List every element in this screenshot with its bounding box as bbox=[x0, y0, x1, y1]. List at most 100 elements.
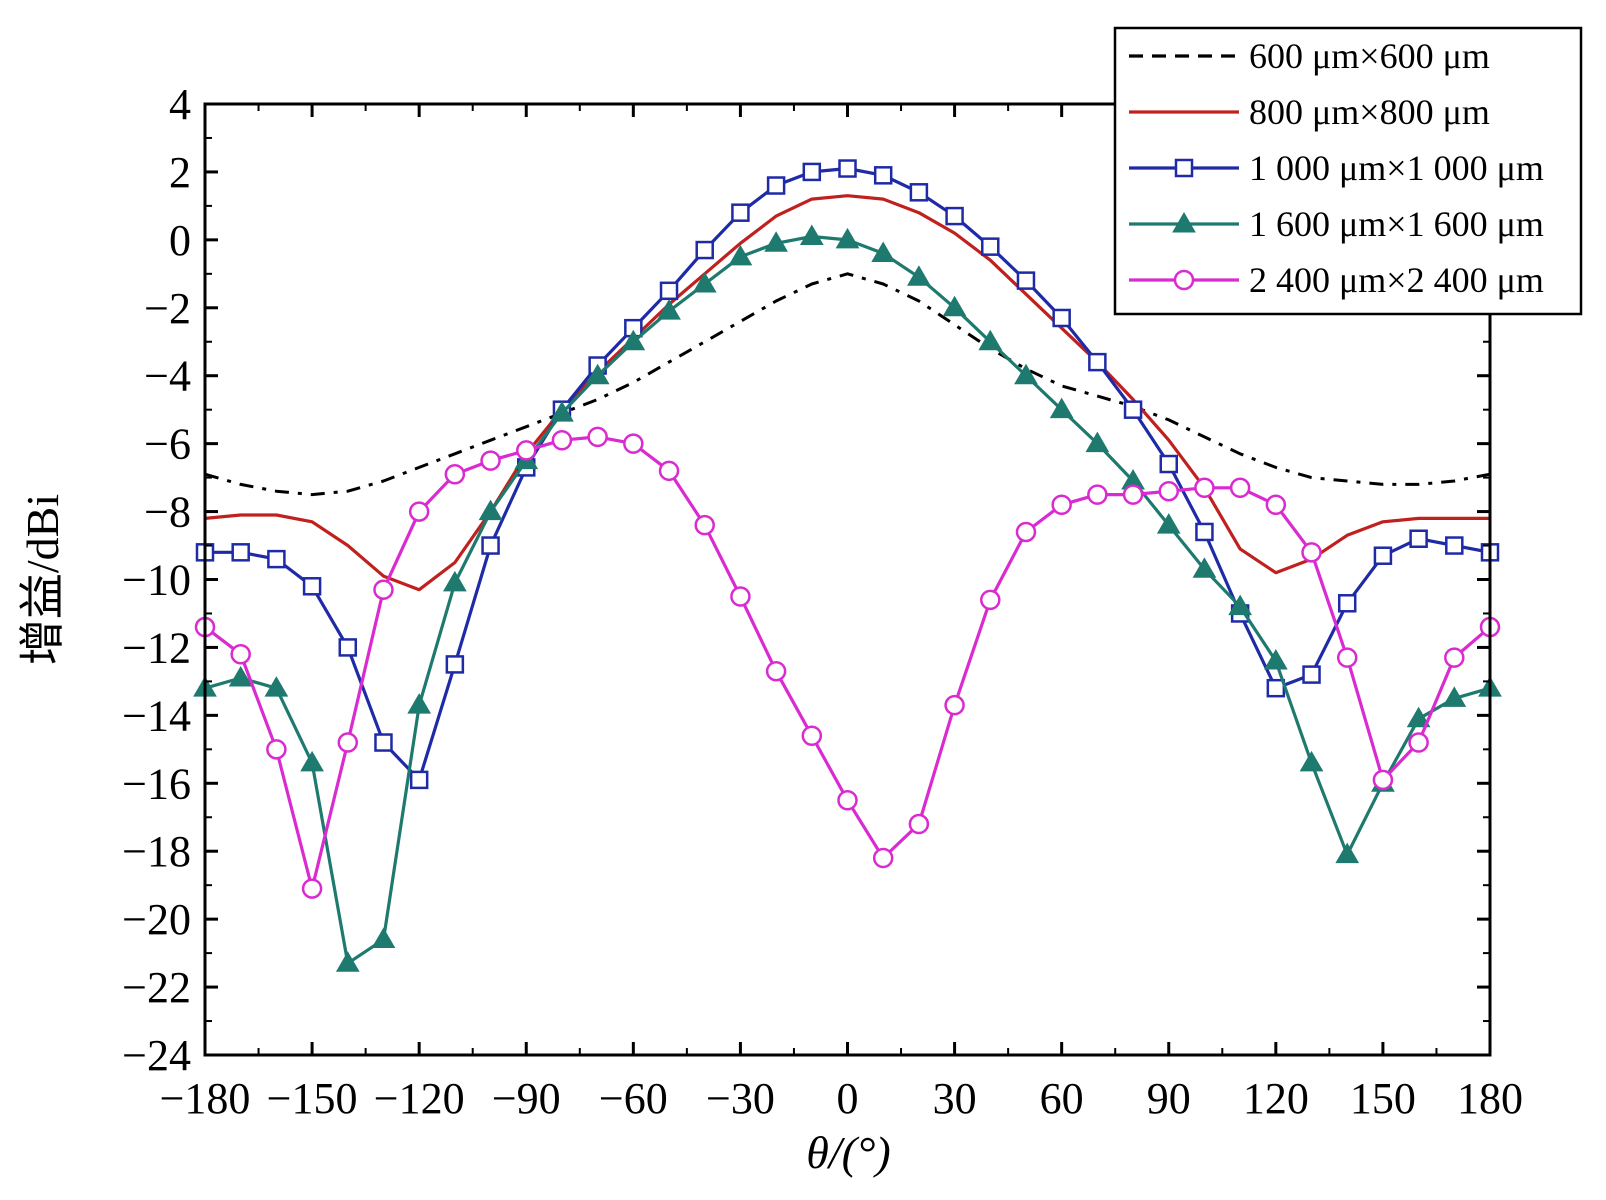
data-point bbox=[1159, 454, 1178, 474]
data-point bbox=[872, 847, 894, 869]
data-point bbox=[337, 732, 359, 753]
data-point bbox=[587, 426, 608, 448]
data-point bbox=[1266, 678, 1286, 698]
data-point bbox=[908, 813, 930, 835]
legend-label-0: 600 μm×600 μm bbox=[1249, 36, 1490, 76]
y-tick-label: 0 bbox=[169, 216, 191, 265]
y-tick-label: −8 bbox=[144, 488, 191, 537]
data-point bbox=[516, 440, 537, 461]
data-point bbox=[907, 265, 931, 286]
data-point bbox=[1051, 494, 1072, 516]
data-point bbox=[371, 927, 396, 949]
data-point bbox=[873, 166, 893, 185]
data-point bbox=[481, 536, 500, 555]
data-point bbox=[1408, 732, 1429, 753]
legend-label-4: 2 400 μm×2 400 μm bbox=[1249, 260, 1544, 300]
data-point bbox=[300, 750, 324, 772]
legend-label-3: 1 600 μm×1 600 μm bbox=[1249, 204, 1544, 244]
data-point bbox=[1195, 522, 1214, 542]
data-point bbox=[1336, 647, 1358, 668]
y-axis-title: 增益/dBi bbox=[17, 494, 68, 665]
data-point bbox=[944, 694, 965, 716]
data-point bbox=[692, 272, 717, 293]
x-tick-label: −120 bbox=[374, 1074, 465, 1123]
data-point bbox=[407, 693, 432, 714]
data-point bbox=[478, 499, 503, 521]
data-point bbox=[659, 281, 679, 301]
series-0 bbox=[204, 272, 1491, 497]
data-point bbox=[766, 176, 786, 195]
data-point bbox=[1445, 536, 1464, 555]
legend-label-1: 800 μm×800 μm bbox=[1249, 92, 1490, 132]
data-point bbox=[802, 162, 822, 182]
y-tick-label: 2 bbox=[169, 148, 191, 197]
data-point bbox=[267, 549, 286, 569]
x-axis-title: θ/(°) bbox=[806, 1127, 890, 1178]
data-point bbox=[1409, 529, 1428, 548]
data-point bbox=[231, 543, 250, 562]
data-point bbox=[1192, 557, 1217, 578]
data-point bbox=[728, 244, 753, 266]
axes: −180 −150 −120 −90 −60 −30 0 30 60 90 120 150 180−24… bbox=[122, 80, 1523, 1123]
data-point bbox=[445, 655, 465, 674]
data-point bbox=[658, 460, 680, 482]
data-point bbox=[1122, 484, 1144, 505]
data-point bbox=[335, 951, 360, 972]
y-tick-label: −14 bbox=[122, 691, 191, 740]
data-point bbox=[1049, 397, 1074, 419]
data-point bbox=[945, 206, 964, 226]
data-point bbox=[730, 586, 751, 607]
data-point bbox=[1052, 308, 1071, 328]
data-point bbox=[835, 227, 860, 249]
y-tick-label: −20 bbox=[122, 895, 191, 944]
legend: 600 μm×600 μm 800 μm×800 μm 1 000 μm×1 000… bbox=[1113, 26, 1583, 316]
data-point bbox=[978, 329, 1003, 351]
data-point bbox=[1442, 686, 1467, 707]
data-point bbox=[442, 570, 467, 592]
data-point bbox=[909, 183, 929, 202]
data-point bbox=[695, 240, 714, 260]
x-tick-label: −150 bbox=[267, 1074, 358, 1123]
y-tick-label: −4 bbox=[144, 352, 191, 401]
series-4 bbox=[194, 426, 1501, 899]
data-point bbox=[301, 878, 323, 899]
data-point bbox=[585, 363, 610, 385]
y-tick-label: −24 bbox=[122, 1031, 191, 1080]
data-point bbox=[264, 676, 289, 697]
data-point bbox=[799, 224, 824, 245]
data-point bbox=[1088, 352, 1107, 372]
data-point bbox=[801, 725, 823, 746]
data-point bbox=[408, 501, 430, 522]
data-point bbox=[1085, 431, 1110, 453]
data-point bbox=[266, 739, 287, 760]
x-tick-label: 90 bbox=[1147, 1074, 1191, 1123]
data-point bbox=[230, 643, 251, 665]
legend-marker-4 bbox=[1173, 269, 1195, 291]
x-tick-label: 60 bbox=[1040, 1074, 1084, 1123]
data-point bbox=[551, 429, 573, 451]
data-point bbox=[1444, 647, 1465, 668]
data-point bbox=[1156, 513, 1181, 534]
data-point bbox=[837, 790, 858, 811]
data-point bbox=[942, 295, 967, 317]
x-tick-label: −180 bbox=[160, 1074, 251, 1123]
legend-marker-3 bbox=[1172, 212, 1196, 233]
data-point bbox=[1228, 594, 1253, 616]
data-point bbox=[1302, 665, 1321, 684]
legend-label-2: 1 000 μm×1 000 μm bbox=[1249, 148, 1544, 188]
x-tick-label: −90 bbox=[492, 1074, 561, 1123]
x-tick-label: 180 bbox=[1457, 1074, 1523, 1123]
x-tick-label: −60 bbox=[599, 1074, 668, 1123]
data-point bbox=[550, 401, 574, 422]
data-point bbox=[694, 514, 715, 536]
data-point bbox=[480, 450, 501, 471]
data-point bbox=[657, 299, 681, 320]
data-point bbox=[623, 433, 644, 454]
data-point bbox=[1265, 494, 1287, 516]
plot-area bbox=[193, 159, 1502, 972]
data-point bbox=[1014, 363, 1038, 385]
data-point bbox=[1087, 484, 1108, 505]
data-point bbox=[1373, 546, 1393, 565]
legend-marker-2 bbox=[1174, 158, 1194, 178]
series-line-1 bbox=[204, 194, 1490, 592]
